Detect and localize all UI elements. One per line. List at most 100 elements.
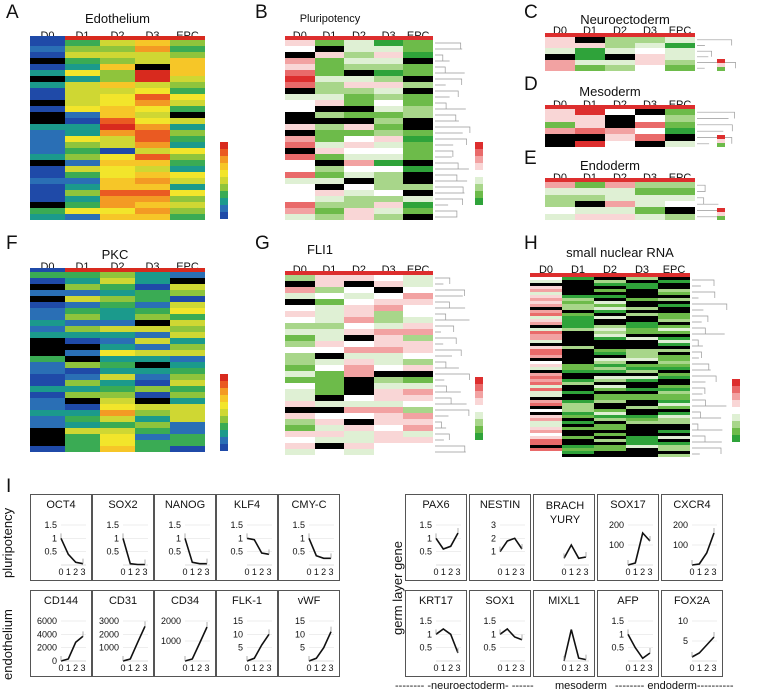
heatmap-cell (344, 148, 374, 154)
heatmap-cell (658, 325, 690, 328)
heatmap-cell (65, 338, 100, 344)
heatmap-cell (314, 401, 345, 407)
heatmap-cell (100, 100, 135, 106)
x-tick-label: 2 (197, 663, 202, 673)
heatmap-cell (285, 443, 315, 449)
heatmap-cell (658, 403, 690, 406)
heatmap-cell (635, 48, 665, 54)
legend-swatch (475, 412, 483, 419)
x-tick-label: 1 (697, 567, 702, 577)
heatmap-cell (626, 418, 658, 421)
legend-swatch (220, 437, 228, 444)
heatmap-cell (658, 451, 690, 454)
x-tick-label: 1 (190, 567, 195, 577)
heatmap-cell (658, 433, 690, 436)
heatmap-cell (170, 82, 205, 88)
heatmap-cell (665, 140, 695, 147)
legend-swatch (717, 63, 725, 67)
heatmap-cell (403, 425, 433, 431)
heatmap-cell (403, 154, 433, 160)
chart-plot: 5 10 15 0 1 2 3 (233, 616, 272, 673)
heatmap-cell (605, 207, 635, 214)
x-tick-label: 0 (120, 567, 125, 577)
heatmap-cell (170, 118, 205, 124)
heatmap-cell (30, 410, 65, 416)
heatmap-cell (373, 124, 404, 130)
x-tick-label: 0 (58, 663, 63, 673)
heatmap-cell (135, 214, 170, 220)
heatmap-cell (314, 196, 345, 202)
heatmap-cell (344, 407, 374, 413)
heatmap-cell (170, 446, 205, 452)
heatmap-cell (170, 154, 205, 160)
heatmap-cell (403, 413, 433, 419)
heatmap-cell (285, 100, 315, 106)
heatmap-cell (100, 422, 135, 428)
heatmap-cell (135, 284, 170, 290)
x-tick-label: 0 (561, 663, 566, 673)
heatmap-cell (65, 290, 100, 296)
y-tick-label: 100 (673, 540, 688, 550)
heatmap-cell (65, 76, 100, 82)
legend-swatch (220, 191, 228, 198)
heatmap-cell (314, 449, 345, 455)
heatmap-cell (135, 130, 170, 136)
heatmap-cell (100, 208, 135, 214)
heatmap-cell (373, 275, 404, 281)
heatmap-cell (285, 148, 315, 154)
heatmap-cell (373, 202, 404, 208)
x-tick-label: 2 (576, 663, 581, 673)
heatmap-cell (594, 355, 626, 358)
heatmap-cell (314, 178, 345, 184)
heatmap-cell (403, 82, 433, 88)
heatmap-cell (65, 392, 100, 398)
x-tick-label: 3 (142, 663, 147, 673)
heatmap-cell (65, 154, 100, 160)
heatmap-cell (626, 295, 658, 298)
heatmap-cell (658, 310, 690, 313)
heatmap-cell (30, 208, 65, 214)
heatmap-cell (665, 115, 695, 122)
chart-title: vWF (297, 595, 321, 607)
heatmap-cell (65, 52, 100, 58)
heatmap-cell (170, 368, 205, 374)
x-tick-label: 1 (569, 567, 574, 577)
heatmap-cell (658, 322, 690, 325)
heatmap-cell (373, 154, 404, 160)
heatmap-title-f: PKC (101, 247, 129, 262)
heatmap-cell (626, 289, 658, 292)
heatmap-cell (373, 281, 404, 287)
heatmap-cell (344, 275, 374, 281)
chart-plot: 0.511.50 1 2 3 (106, 520, 148, 577)
heatmap-cell (373, 112, 404, 118)
heatmap-cell (594, 331, 626, 334)
heatmap-cell (314, 124, 345, 130)
heatmap-cell (605, 65, 635, 71)
heatmap-cell (373, 341, 404, 347)
heatmap-cell (373, 214, 404, 220)
heatmap-cell (575, 134, 605, 141)
chart-title: SOX1 (485, 595, 515, 607)
heatmap-cell (545, 207, 575, 214)
heatmap-cell (100, 428, 135, 434)
heatmap-cell (100, 278, 135, 284)
heatmap-cell (594, 382, 626, 385)
heatmap-cell (403, 317, 433, 323)
heatmap-cell (594, 439, 626, 442)
heatmap-cell (562, 370, 594, 373)
x-tick-label: 2 (640, 663, 645, 673)
legend-swatch (220, 381, 228, 388)
heatmap-cell (658, 358, 690, 361)
heatmap-cell (562, 322, 594, 325)
chart-plot: 0.511.50 1 2 3 (419, 520, 461, 577)
heatmap-cell (594, 424, 626, 427)
heatmap-cell (314, 371, 345, 377)
y-tick-label: 1 (619, 629, 624, 639)
heatmap-cell (285, 317, 315, 323)
heatmap-cell (170, 112, 205, 118)
heatmap-cell (562, 340, 594, 343)
legend-swatch (475, 149, 483, 156)
legend-swatch (717, 135, 725, 139)
x-tick-label: 3 (266, 663, 271, 673)
line-chart-cd144: CD144 0 2000 4000 6000 0 1 2 3 (30, 590, 92, 677)
